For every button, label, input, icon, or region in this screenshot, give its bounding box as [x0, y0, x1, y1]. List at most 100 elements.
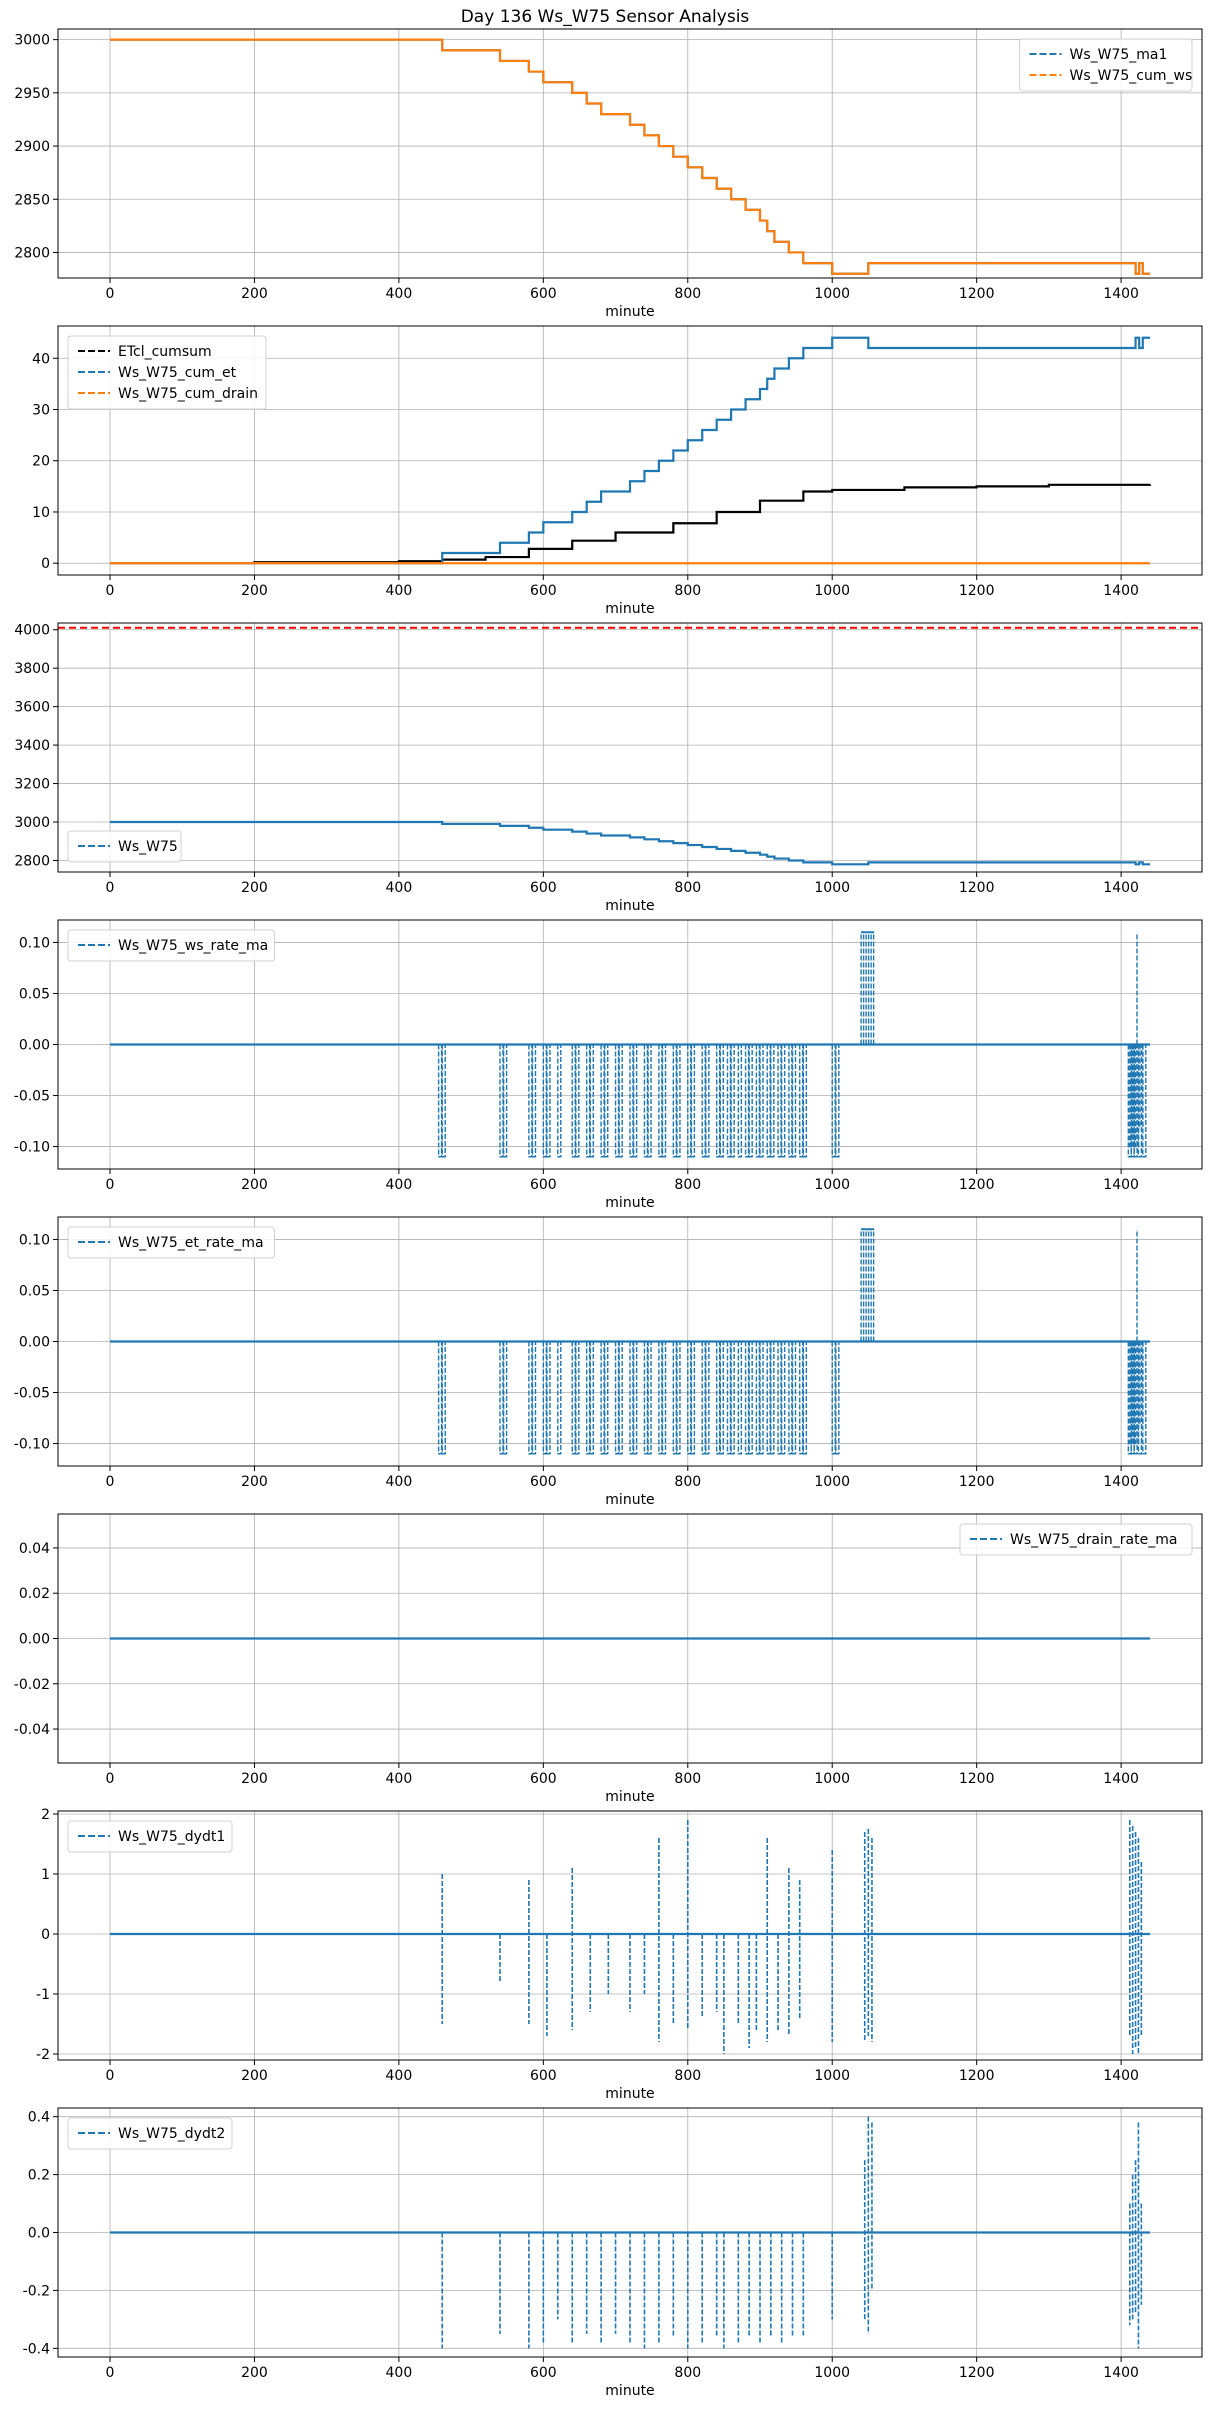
x-tick-label: 1400 — [1103, 1177, 1139, 1193]
y-tick-label: 2900 — [14, 139, 50, 155]
y-tick-label: 1 — [41, 1867, 50, 1883]
legend-box — [67, 1820, 233, 1853]
y-tick-label: -1 — [36, 1987, 50, 2003]
spike — [744, 1341, 750, 1455]
x-tick-label: 1000 — [814, 1771, 850, 1787]
x-tick-label: 800 — [674, 286, 701, 302]
legend: Ws_W75_ws_rate_ma — [67, 929, 275, 962]
spike — [542, 1044, 548, 1158]
legend-label: Ws_W75_cum_et — [118, 365, 237, 381]
legend-box — [959, 1523, 1193, 1556]
spike — [719, 1044, 724, 1158]
x-tick-label: 600 — [530, 1474, 557, 1490]
spike — [730, 1044, 735, 1158]
spike — [777, 1044, 782, 1158]
x-tick-label: 600 — [530, 286, 557, 302]
spike — [676, 1044, 681, 1158]
panel-5: 0 200 400 600 800 1000 1200 1400 -0.10 -0.05 0.00 0… — [14, 1216, 1203, 1508]
spike — [755, 1044, 761, 1158]
y-tick-label: 0.02 — [19, 1586, 50, 1602]
x-tick-label: 400 — [386, 880, 413, 896]
spike — [557, 1044, 562, 1158]
y-tick-label: -0.04 — [14, 1722, 50, 1738]
y-tick-label: 40 — [32, 351, 50, 367]
panel-7: 0 200 400 600 800 1000 1200 1400 -2 -1 0 1 2 minute Ws… — [36, 1807, 1203, 2102]
x-tick-label: 1200 — [959, 286, 995, 302]
x-tick-label: 1000 — [814, 880, 850, 896]
y-tick-label: -0.2 — [23, 2283, 50, 2299]
spike — [1142, 1044, 1147, 1158]
spike — [831, 1044, 836, 1158]
spike — [632, 1341, 638, 1455]
plot-area — [58, 626, 1202, 866]
spike — [676, 1341, 681, 1455]
panel-2: 0 200 400 600 800 1000 1200 1400 0 10 20 30 40 minute… — [32, 325, 1203, 617]
spike — [719, 1341, 724, 1455]
spike — [1142, 1341, 1147, 1455]
spike — [687, 1044, 692, 1158]
legend-label: Ws_W75_dydt2 — [118, 2126, 225, 2142]
axes-frame — [57, 325, 1203, 576]
panel-1: 0 200 400 600 800 1000 1200 1400 2800 2850 2900 295… — [14, 28, 1203, 320]
series-line-Ws_W75_cum_et — [110, 336, 1150, 565]
spike — [690, 1044, 696, 1158]
y-tick-label: 2800 — [14, 245, 50, 261]
panels: 0 200 400 600 800 1000 1200 1400280028502900295… — [14, 28, 1203, 2399]
x-axis-label: minute — [605, 601, 654, 617]
legend: Ws_W75_drain_rate_ma — [959, 1523, 1193, 1556]
spike — [604, 1341, 609, 1455]
y-tick-label: 2800 — [14, 853, 50, 869]
spike — [618, 1044, 623, 1158]
legend-label: Ws_W75_dydt1 — [118, 1829, 225, 1845]
x-tick-label: 1200 — [959, 1771, 995, 1787]
x-tick-label: 0 — [106, 880, 115, 896]
x-tick-label: 600 — [530, 583, 557, 599]
spike — [585, 1341, 591, 1455]
y-tick-label: 3000 — [14, 815, 50, 831]
spike — [788, 1044, 793, 1158]
spike — [604, 1044, 609, 1158]
y-tick-label: 3400 — [14, 738, 50, 754]
axes-frame — [57, 1810, 1203, 2061]
spike — [614, 1044, 620, 1158]
y-tick-label: 3200 — [14, 777, 50, 793]
x-tick-label: 600 — [530, 2068, 557, 2084]
x-tick-label: 400 — [386, 2365, 413, 2381]
spike — [437, 1044, 443, 1158]
x-axis-label: minute — [605, 2383, 654, 2399]
spike — [441, 1044, 446, 1158]
x-axis-label: minute — [605, 898, 654, 914]
x-tick-label: 1400 — [1103, 286, 1139, 302]
x-tick-label: 200 — [241, 583, 268, 599]
plot-area — [110, 2116, 1150, 2349]
spike — [748, 1341, 753, 1455]
spike — [499, 1044, 504, 1158]
spike — [542, 1341, 548, 1455]
x-tick-label: 0 — [106, 1771, 115, 1787]
y-tick-label: 0.4 — [28, 2110, 50, 2126]
x-tick-label: 400 — [386, 1474, 413, 1490]
legend-box — [67, 929, 275, 962]
y-tick-label: 0.00 — [19, 1632, 50, 1648]
y-tick-label: 0 — [41, 1927, 50, 1943]
x-tick-label: 400 — [386, 286, 413, 302]
x-tick-label: 600 — [530, 1771, 557, 1787]
x-tick-label: 800 — [674, 2068, 701, 2084]
x-tick-label: 800 — [674, 2365, 701, 2381]
spike — [802, 1341, 808, 1455]
spike — [791, 1044, 797, 1158]
spike — [802, 1044, 808, 1158]
spike — [759, 1341, 764, 1455]
legend-label: Ws_W75_ma1 — [1070, 47, 1168, 63]
legend: Ws_W75_ma1 Ws_W75_cum_ws — [1019, 38, 1193, 92]
x-tick-label: 1400 — [1103, 2068, 1139, 2084]
spike — [571, 1044, 576, 1158]
spike — [528, 1341, 533, 1455]
x-tick-label: 1200 — [959, 2068, 995, 2084]
spike — [737, 1341, 743, 1455]
legend-label: ETcl_cumsum — [118, 344, 212, 360]
spike — [437, 1341, 443, 1455]
x-axis-label: minute — [605, 1195, 654, 1211]
spike — [730, 1341, 735, 1455]
spike — [770, 1341, 775, 1455]
